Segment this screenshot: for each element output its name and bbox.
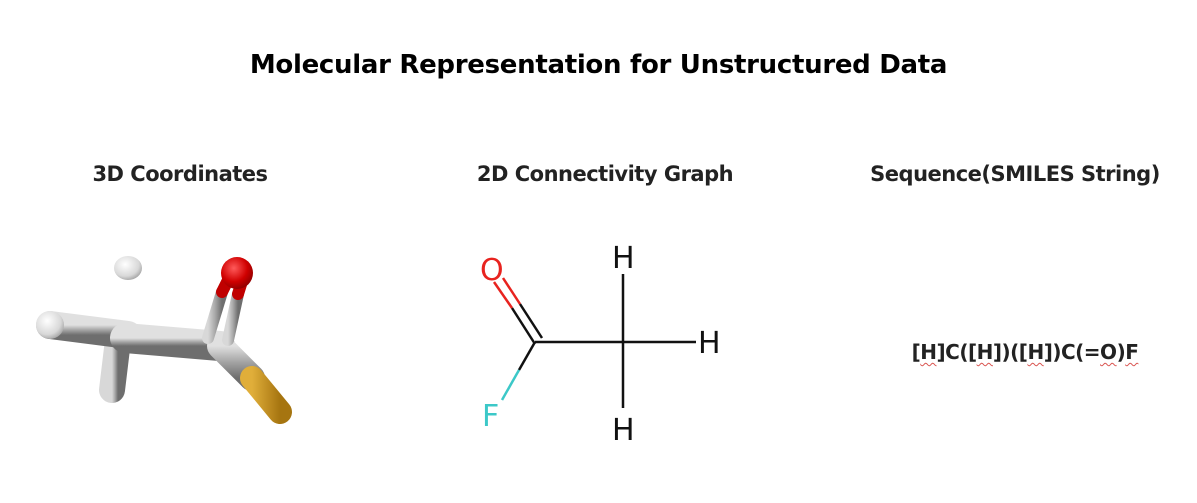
- hydrogen-atom-top: [114, 256, 142, 280]
- bond-c-f-gold: [240, 366, 292, 424]
- bond-c-f-cyan: [500, 369, 521, 401]
- smiles-string: [H]C([H])([H])C(=O)F: [860, 340, 1190, 364]
- atom-label-hydrogen-right: H: [698, 326, 721, 361]
- bond-c-o-2-red: [501, 277, 522, 305]
- smiles-part: ])C(=: [1043, 340, 1101, 364]
- smiles-part-hydrogen: H: [920, 340, 937, 364]
- oxygen-atom: [221, 257, 253, 289]
- molecule-2d-graph: O F H H H: [480, 241, 721, 448]
- hydrogen-atom-left: [36, 311, 64, 339]
- smiles-part: ): [1116, 340, 1126, 364]
- atom-label-fluorine: F: [482, 399, 499, 434]
- heading-2d-connectivity-graph: 2D Connectivity Graph: [476, 162, 734, 186]
- bond-c-f-black: [517, 341, 537, 371]
- molecule-3d-icon: [36, 256, 292, 424]
- bond-c-c: [110, 323, 235, 361]
- bond-c-o-1-black: [510, 307, 537, 345]
- bond-c-o-2-black: [518, 303, 544, 339]
- smiles-part-hydrogen: H: [976, 340, 994, 364]
- page-title: Molecular Representation for Unstructure…: [249, 50, 948, 80]
- smiles-part: [: [911, 340, 921, 364]
- atom-label-hydrogen-top: H: [612, 241, 635, 276]
- smiles-part-hydrogen: H: [1027, 340, 1044, 364]
- smiles-part-oxygen: O: [1100, 340, 1117, 364]
- smiles-part: ])([: [992, 340, 1028, 364]
- bond-c-o-a: [202, 286, 228, 344]
- smiles-part: ]C([: [936, 340, 978, 364]
- heading-3d-coordinates: 3D Coordinates: [92, 162, 268, 186]
- heading-sequence-smiles: Sequence(SMILES String): [870, 162, 1160, 186]
- atom-label-oxygen: O: [480, 253, 504, 288]
- atom-label-hydrogen-bottom: H: [612, 413, 635, 448]
- smiles-part-fluorine: F: [1125, 340, 1139, 364]
- bond-c-o-1-red: [492, 281, 514, 309]
- bond-c-o-b: [222, 288, 244, 346]
